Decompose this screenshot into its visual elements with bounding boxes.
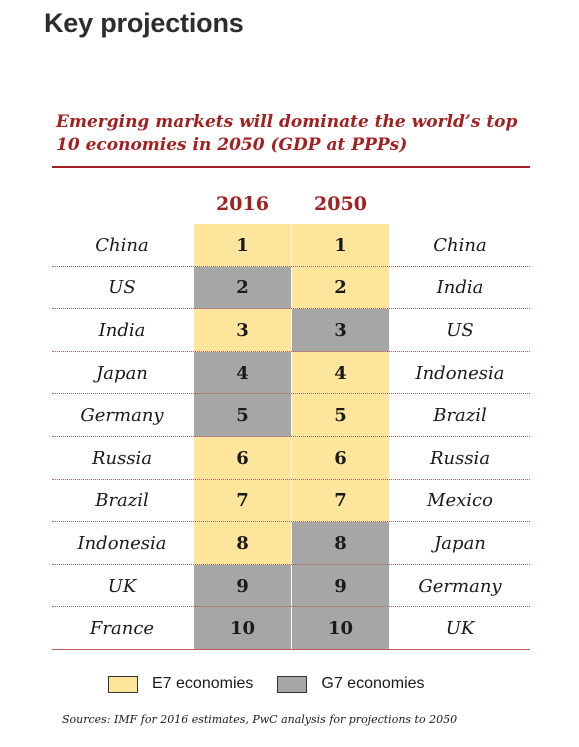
rank-cell-2050: 4: [292, 351, 389, 395]
rank-cell-2016: 9: [194, 564, 291, 608]
rank-cell-2016: 5: [194, 394, 291, 437]
country-2016: Germany: [80, 405, 164, 427]
table-row: Russia 6 6 Russia: [52, 436, 530, 480]
row-divider: [52, 308, 530, 310]
row-divider: [52, 563, 530, 565]
country-2016: Japan: [96, 362, 148, 384]
column-header-2016: 2016: [216, 193, 269, 215]
country-2050: Indonesia: [415, 362, 505, 384]
row-divider: [52, 265, 530, 267]
table-row: UK 9 9 Germany: [52, 564, 530, 608]
country-2050: US: [446, 319, 474, 341]
row-divider: [52, 478, 530, 480]
rank-cell-2050: 1: [292, 224, 389, 267]
country-2016: US: [108, 277, 136, 299]
rank-cell-2016: 2: [194, 266, 291, 310]
table-row: France 10 10 UK: [52, 607, 530, 650]
rank-cell-2050: 5: [292, 394, 389, 437]
table-row: Japan 4 4 Indonesia: [52, 351, 530, 395]
country-2050: Germany: [418, 575, 502, 597]
rank-cell-2016: 3: [194, 309, 291, 352]
row-divider: [52, 393, 530, 395]
table-row: US 2 2 India: [52, 266, 530, 310]
country-2050: UK: [445, 618, 475, 640]
rank-cell-2016: 4: [194, 351, 291, 395]
row-divider: [52, 521, 530, 523]
legend-swatch-g7: [277, 675, 308, 693]
country-2016: France: [89, 618, 155, 640]
country-2016: India: [98, 319, 146, 341]
country-2016: Brazil: [95, 490, 149, 512]
country-2050: China: [433, 234, 487, 256]
legend: E7 economies G7 economies: [108, 673, 449, 695]
ranking-table: China 1 1 China US 2 2 India India 3 3 US Japan 4 4 Ind…: [52, 224, 530, 650]
legend-label-g7: G7 economies: [321, 675, 425, 692]
rank-cell-2050: 10: [292, 607, 389, 650]
country-2050: Japan: [434, 532, 486, 554]
page-title: Key projections: [44, 8, 244, 38]
legend-item-g7: G7 economies: [277, 675, 425, 693]
country-2050: Russia: [429, 447, 491, 469]
rank-cell-2050: 3: [292, 309, 389, 352]
row-divider: [52, 350, 530, 352]
country-2016: Indonesia: [77, 532, 167, 554]
rank-cell-2050: 7: [292, 479, 389, 523]
country-2016: Russia: [91, 447, 153, 469]
rank-cell-2016: 1: [194, 224, 291, 267]
legend-item-e7: E7 economies: [108, 675, 253, 693]
table-row: Brazil 7 7 Mexico: [52, 479, 530, 523]
rank-cell-2050: 6: [292, 436, 389, 480]
table-subtitle: Emerging markets will dominate the world…: [56, 112, 518, 155]
country-2050: Brazil: [433, 405, 487, 427]
table-row: Germany 5 5 Brazil: [52, 394, 530, 437]
table-row: China 1 1 China: [52, 224, 530, 267]
country-2050: India: [436, 277, 484, 299]
source-note: Sources: IMF for 2016 estimates, PwC ana…: [62, 713, 458, 726]
legend-swatch-e7: [108, 675, 138, 693]
rank-cell-2050: 8: [292, 522, 389, 565]
rank-cell-2016: 8: [194, 522, 291, 565]
country-2050: Mexico: [427, 490, 493, 512]
table-row: India 3 3 US: [52, 309, 530, 352]
row-divider: [52, 606, 530, 608]
rank-cell-2050: 2: [292, 266, 389, 310]
rank-cell-2016: 10: [194, 607, 291, 650]
title-divider: [52, 166, 530, 168]
row-divider: [52, 648, 530, 650]
table-row: Indonesia 8 8 Japan: [52, 522, 530, 565]
legend-label-e7: E7 economies: [152, 675, 254, 692]
column-header-2050: 2050: [314, 193, 367, 215]
rank-cell-2016: 7: [194, 479, 291, 523]
country-2016: China: [95, 234, 149, 256]
row-divider: [52, 435, 530, 437]
country-2016: UK: [107, 575, 137, 597]
rank-cell-2050: 9: [292, 564, 389, 608]
rank-cell-2016: 6: [194, 436, 291, 480]
